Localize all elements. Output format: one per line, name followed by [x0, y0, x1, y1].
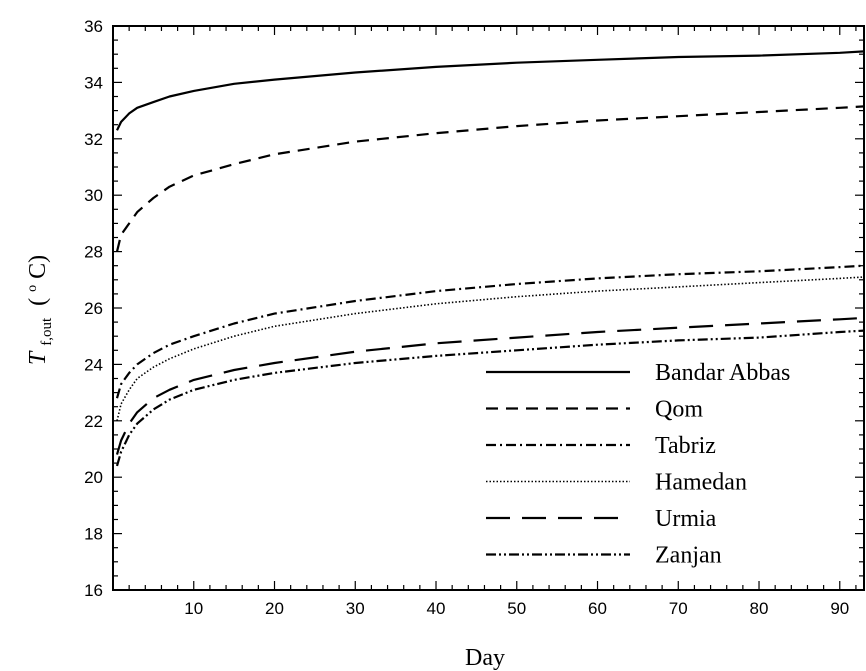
y-tick-label: 36 [84, 17, 103, 36]
y-tick-label: 22 [84, 412, 103, 431]
legend-label-urmia: Urmia [655, 506, 717, 532]
x-tick-label: 40 [427, 599, 446, 618]
x-tick-label: 20 [265, 599, 284, 618]
plot-frame [112, 25, 865, 591]
x-tick-label: 80 [750, 599, 769, 618]
svg-text:T f,out ( o: T f,out ( o C) [16, 255, 57, 365]
y-tick-label: 16 [84, 581, 103, 600]
y-tick-label: 24 [84, 355, 103, 374]
legend-label-zanjan: Zanjan [655, 543, 722, 569]
x-tick-label: 90 [830, 599, 849, 618]
x-tick-label: 70 [669, 599, 688, 618]
series-line-hamedan [116, 276, 864, 421]
axis-ticks: 10 20 30 40 50 60 70 80 90 16 18 20 22 24 26 28 30 32 34 36 [84, 17, 864, 618]
y-tick-label: 26 [84, 299, 103, 318]
x-tick-label: 60 [588, 599, 607, 618]
x-tick-label: 50 [507, 599, 526, 618]
y-axis-title-close: C) [25, 255, 51, 279]
series-line-bandar-abbas [116, 50, 864, 131]
y-tick-label: 20 [84, 468, 103, 487]
y-axis-title-sub: f,out [39, 317, 55, 346]
legend: Bandar Abbas Qom Tabriz Hamedan Urmia Zanjan [486, 360, 790, 569]
y-tick-label: 30 [84, 186, 103, 205]
y-tick-label: 18 [84, 525, 103, 544]
y-axis-title-open: ( [25, 298, 51, 306]
y-tick-label: 28 [84, 243, 103, 262]
x-tick-label: 10 [184, 599, 203, 618]
legend-label-hamedan: Hamedan [655, 470, 747, 496]
x-axis-title: Day [465, 645, 505, 671]
y-axis-title-sup: o [25, 285, 40, 292]
plot-area [112, 25, 865, 591]
y-tick-label: 32 [84, 130, 103, 149]
series-line-zanjan [115, 329, 864, 467]
legend-label-tabriz: Tabriz [655, 433, 716, 459]
y-tick-label: 34 [84, 73, 103, 92]
x-tick-label: 30 [346, 599, 365, 618]
series-line-qom [115, 105, 864, 252]
series-layer [115, 50, 864, 467]
legend-label-qom: Qom [655, 397, 703, 423]
series-line-urmia [115, 316, 864, 455]
y-axis-title: T f,out ( o C) [16, 255, 57, 365]
y-axis-title-main: T [25, 350, 51, 365]
series-line-tabriz [115, 264, 864, 399]
legend-label-bandar-abbas: Bandar Abbas [655, 360, 790, 386]
